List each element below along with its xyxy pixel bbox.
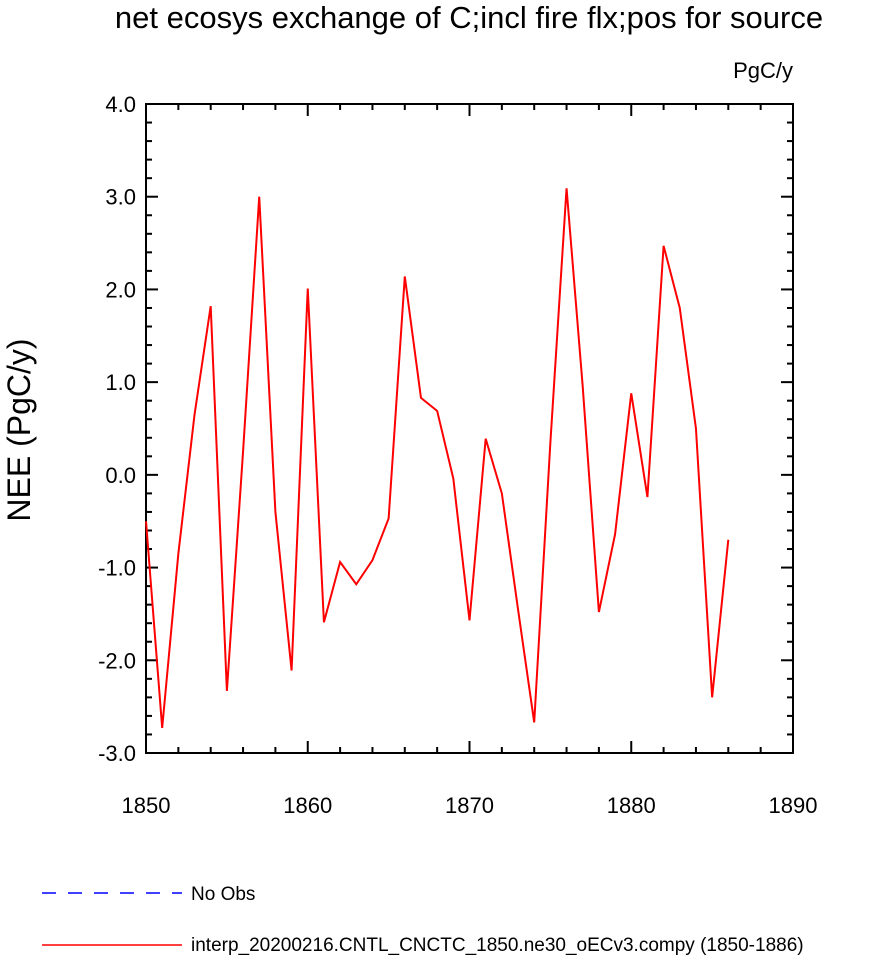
x-tick-label: 1870 — [445, 793, 494, 818]
series-layer — [145, 188, 730, 729]
x-tick-label: 1890 — [769, 793, 818, 818]
y-tick-label: 2.0 — [105, 277, 136, 302]
y-tick-label: 1.0 — [105, 370, 136, 395]
y-tick-label: 4.0 — [105, 92, 136, 117]
legend-label-model: interp_20200216.CNTL_CNCTC_1850.ne30_oEC… — [191, 935, 804, 956]
y-tick-label: 0.0 — [105, 463, 136, 488]
series-line — [145, 188, 730, 729]
x-tick-label: 1850 — [122, 793, 171, 818]
x-tick-label: 1880 — [607, 793, 656, 818]
axis-tick-labels: 1850 1860 1870 1880 1890 4.0 3.0 2.0 1.0 0.0 -1.0 -… — [98, 92, 817, 818]
legend: No Obs interp_20200216.CNTL_CNCTC_1850.n… — [42, 884, 804, 956]
x-tick-label: 1860 — [283, 793, 332, 818]
y-tick-label: -2.0 — [98, 648, 136, 673]
y-tick-label: 3.0 — [105, 185, 136, 210]
legend-label-no-obs: No Obs — [191, 884, 255, 905]
y-tick-label: -1.0 — [98, 556, 136, 581]
y-tick-label: -3.0 — [98, 741, 136, 766]
units-label: PgC/y — [733, 58, 793, 83]
plot-frame — [145, 103, 794, 754]
chart-title: net ecosys exchange of C;incl fire flx;p… — [115, 0, 823, 35]
y-axis-label: NEE (PgC/y) — [1, 338, 37, 521]
